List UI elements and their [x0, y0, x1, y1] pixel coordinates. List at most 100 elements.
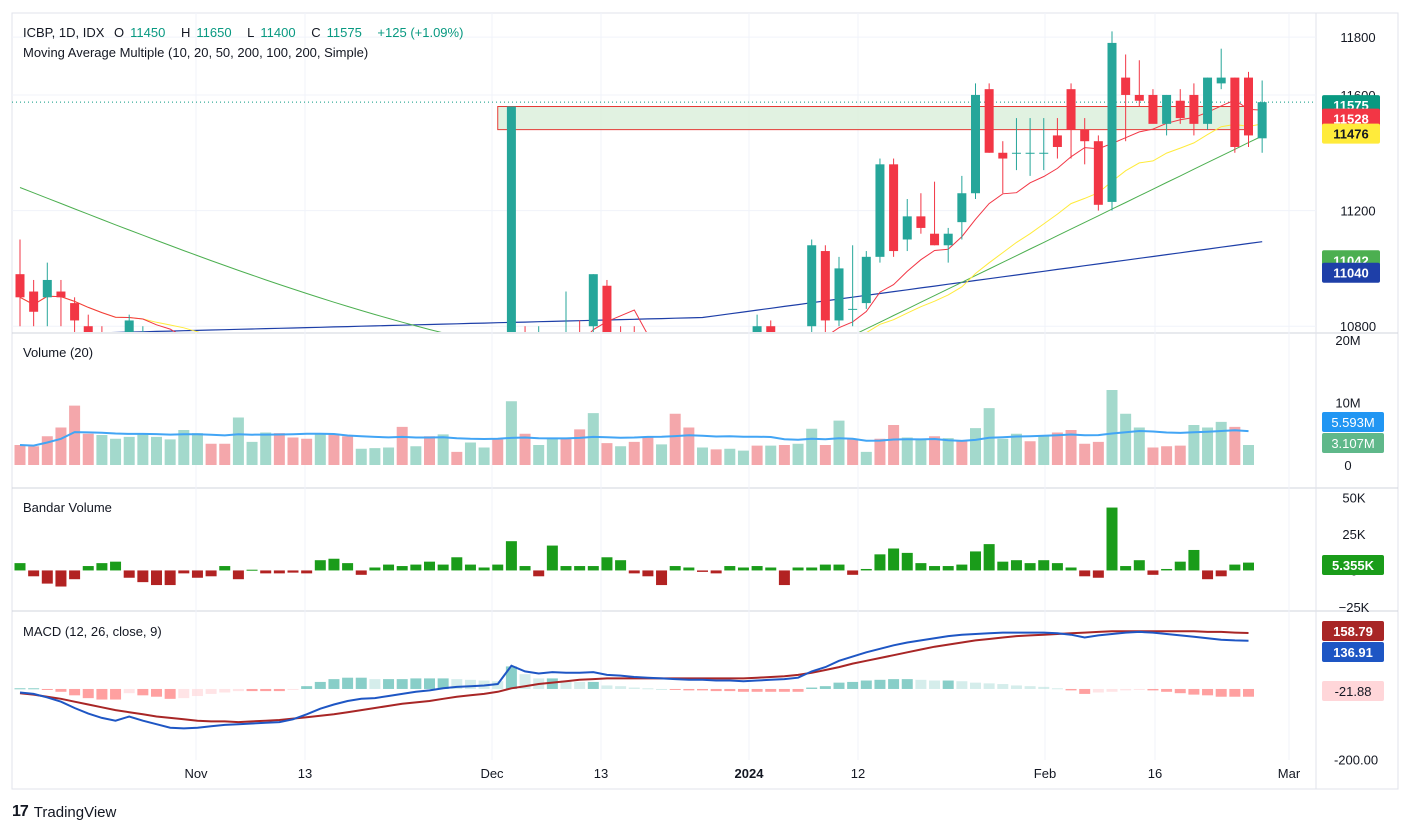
bandar-bar	[260, 570, 272, 574]
time-axis-label: 2024	[735, 766, 765, 781]
volume-bar	[191, 433, 203, 465]
bandar-bar	[888, 548, 900, 571]
volume-bar	[1120, 413, 1132, 465]
bandar-bar	[1092, 570, 1104, 578]
volume-bar	[287, 437, 299, 465]
volume-bar	[464, 442, 476, 465]
macd-histogram-bar	[847, 681, 859, 689]
macd-histogram-bar	[669, 688, 681, 690]
volume-bar	[792, 443, 804, 465]
bandar-bar	[765, 567, 777, 571]
volume-bar	[1229, 426, 1241, 465]
candle-body	[97, 338, 106, 344]
volume-bar	[751, 445, 763, 465]
bandar-bar	[874, 554, 886, 571]
candle-body	[684, 355, 693, 358]
bandar-bar	[697, 570, 708, 572]
bandar-bar	[1051, 563, 1063, 571]
volume-bar	[1065, 430, 1077, 465]
macd-histogram-bar	[314, 681, 326, 689]
macd-signal-tag: 158.79	[1333, 624, 1373, 639]
bandar-bar	[232, 570, 244, 580]
bandar-bar	[1174, 561, 1186, 571]
macd-histogram-bar	[833, 682, 845, 689]
macd-histogram-bar	[1133, 688, 1145, 690]
macd-histogram-bar	[970, 682, 981, 689]
macd-histogram-bar	[683, 688, 695, 691]
candle-body	[998, 152, 1008, 159]
candle-body	[70, 303, 80, 321]
candle-body	[1080, 129, 1090, 142]
bandar-legend: Bandar Volume	[23, 500, 112, 515]
bandar-bar	[997, 561, 1009, 571]
macd-histogram-bar	[1174, 688, 1186, 694]
candle-body	[1175, 100, 1185, 119]
macd-histogram-bar	[369, 679, 381, 689]
bandar-bar	[574, 566, 586, 571]
volume-bar	[246, 441, 258, 465]
candle-body	[1107, 42, 1117, 202]
candle-body	[820, 251, 830, 321]
volume-bar	[1051, 432, 1063, 465]
macd-histogram-bar	[942, 680, 954, 689]
macd-histogram-bar	[601, 685, 613, 689]
volume-bar	[383, 447, 395, 465]
candle-body	[643, 344, 652, 356]
macd-histogram-bar	[819, 686, 831, 689]
macd-hist-tag: -21.88	[1335, 684, 1372, 699]
candle-body	[316, 413, 325, 425]
bandar-bar	[970, 551, 981, 571]
volume-bar	[1202, 427, 1214, 465]
candle-body	[739, 358, 748, 361]
macd-histogram-bar	[110, 688, 122, 700]
macd-histogram-bar	[1010, 685, 1022, 689]
macd-histogram-bar	[737, 688, 749, 692]
volume-bar	[232, 417, 244, 465]
candle-body	[384, 425, 393, 431]
ma10-tag: 11528	[1333, 112, 1368, 127]
bandar-bar	[847, 570, 859, 575]
volume-bar	[164, 439, 176, 465]
volume-bar	[355, 448, 367, 465]
time-axis-label: Mar	[1278, 766, 1301, 781]
candle-body	[1162, 94, 1172, 124]
volume-bar	[219, 443, 231, 465]
ma10-tag-bg	[1322, 108, 1380, 129]
candle-body	[916, 216, 926, 228]
bandar-bar	[123, 570, 135, 578]
macd-histogram-bar	[424, 678, 435, 689]
macd-histogram-bar	[28, 688, 40, 690]
candle-body	[452, 413, 461, 419]
volume-bar	[860, 451, 872, 465]
volume-bar	[656, 444, 668, 465]
candle-body	[588, 274, 598, 327]
candle-body	[1121, 77, 1131, 95]
macd-histogram-bar	[874, 679, 886, 689]
bandar-tick-label: 50K	[1342, 490, 1365, 505]
volume-bar	[737, 450, 749, 465]
ma200-tag-bg	[1322, 262, 1380, 283]
macd-histogram-bar	[546, 678, 558, 689]
bandar-bar	[669, 566, 681, 571]
macd-histogram-bar	[437, 678, 449, 689]
time-axis-label: 13	[298, 766, 312, 781]
macd-histogram-bar	[205, 688, 217, 694]
candle-body	[42, 279, 52, 298]
macd-histogram-bar	[615, 686, 627, 689]
macd-histogram-bar	[69, 688, 81, 696]
macd-histogram-bar	[1092, 688, 1104, 693]
volume-bar	[587, 413, 599, 465]
volume-bar	[301, 438, 313, 465]
bandar-bar	[205, 570, 217, 577]
candle-body	[562, 338, 571, 339]
candle-body	[343, 413, 352, 425]
bandar-bar	[1079, 570, 1091, 577]
macd-histogram-bar	[232, 688, 244, 692]
volume-bar	[1079, 443, 1091, 465]
price-pane	[12, 31, 1316, 431]
volume-bar	[1188, 425, 1200, 465]
bandar-bar	[96, 563, 108, 571]
tradingview-brand[interactable]: 17 TradingView	[12, 803, 116, 821]
symbol-legend: ICBP, 1D, IDX O 11450 H 11650 L 11400 C 1157…	[23, 25, 464, 40]
